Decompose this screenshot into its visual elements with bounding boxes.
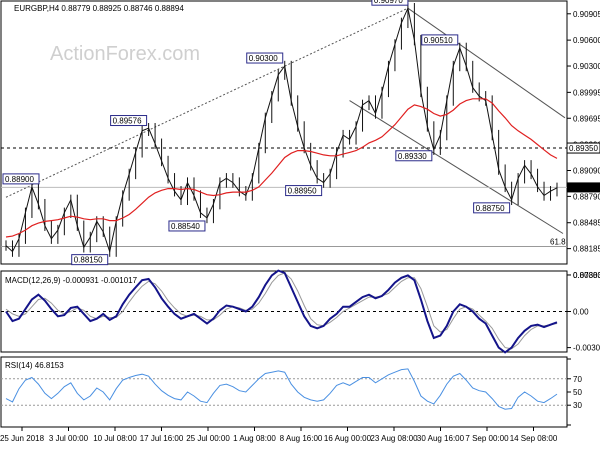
rsi-y-axis: 70 50 30: [567, 358, 582, 426]
price-label-text: 0.88150: [74, 256, 103, 265]
x-tick-label: 25 Jul 00:00: [186, 434, 230, 443]
x-tick-label: 17 Jul 16:00: [140, 434, 184, 443]
x-tick-label: 25 Jun 2018: [0, 434, 45, 443]
rsi-panel: [0, 356, 568, 428]
price-label-box: [395, 150, 433, 162]
x-tick-label: 23 Aug 08:00: [370, 434, 418, 443]
price-label-text: 0.89330: [398, 152, 427, 161]
price-label-text: 0.89576: [113, 117, 142, 126]
price-y-tick-label: 0.88185: [573, 245, 600, 254]
rsi-y-tick-label: 30: [573, 401, 582, 410]
price-y-tick-label: 0.87880: [573, 271, 600, 280]
x-tick-label: 16 Aug 00:00: [324, 434, 372, 443]
price-label-box: [2, 173, 40, 185]
rsi-panel-title: RSI(14) 46.8153: [5, 361, 64, 370]
price-series-line: [5, 6, 558, 254]
price-marks: 61.8 0.88900 0.88150 0.89576 0.88540 0.90300 0…: [1, 0, 567, 266]
macd-y-tick-label: 0.00: [573, 308, 589, 317]
rsi-line: [5, 368, 558, 410]
price-y-tick-label: 0.90905: [573, 10, 600, 19]
price-y-axis: 0.90905 0.90600 0.90300 0.89995 0.89695 0.893…: [566, 10, 600, 280]
price-label-box: [473, 202, 511, 214]
price-label-text: 0.88750: [476, 204, 505, 213]
macd-line: [5, 269, 558, 354]
x-tick-label: 7 Sep 00:00: [465, 434, 509, 443]
downtrend-upper-line: [407, 7, 566, 119]
current-price-label: 0.88894: [569, 183, 598, 192]
price-y-tick-label: 0.89995: [573, 88, 600, 97]
macd-y-tick-label: 0.003034: [573, 271, 600, 280]
price-label-box: [110, 115, 148, 127]
macd-y-axis: 0.003034 0.00 -0.003001: [567, 271, 600, 353]
price-label-box: [371, 0, 409, 6]
price-label-box: [246, 52, 284, 64]
price-y-tick-label: 0.90300: [573, 62, 600, 71]
price-label-text: 0.90300: [249, 54, 278, 63]
x-tick-label: 14 Sep 08:00: [510, 434, 558, 443]
downtrend-lower-line: [349, 100, 564, 234]
ema-series-line: [5, 98, 558, 238]
price-panel-title: EURGBP,H4 0.88779 0.88925 0.88746 0.8889…: [14, 4, 184, 13]
x-tick-label: 3 Jul 00:00: [49, 434, 89, 443]
macd-y-tick-label: -0.003001: [573, 344, 600, 353]
price-label-text: 0.88950: [288, 187, 317, 196]
price-panel: [0, 0, 568, 265]
price-y-tick-label: 0.88485: [573, 219, 600, 228]
fib-label: 61.8: [550, 237, 566, 246]
price-y-tick-label: 0.88790: [573, 192, 600, 201]
x-tick-label: 1 Aug 08:00: [233, 434, 276, 443]
rsi-marks: [1, 368, 567, 410]
price-label-text: 0.90510: [424, 36, 453, 45]
price-y-tick-label: 0.89695: [573, 114, 600, 123]
price-label-box: [285, 185, 323, 197]
price-label-box: [421, 34, 459, 46]
price-label-text: 0.88540: [171, 222, 200, 231]
price-y-tick-label: 0.90600: [573, 36, 600, 45]
rsi-y-tick-label: 70: [573, 375, 582, 384]
current-price-box: [567, 182, 600, 193]
watermark: ActionForex.com: [50, 43, 200, 65]
rsi-y-tick-label: 50: [573, 388, 582, 397]
level-price-label: 0.89350: [569, 144, 598, 153]
price-label-box: [168, 220, 206, 232]
x-axis: 25 Jun 2018 3 Jul 00:00 10 Jul 08:00 17 Jul…: [0, 427, 558, 443]
price-label-text: 0.88900: [5, 175, 34, 184]
x-tick-label: 8 Aug 16:00: [280, 434, 323, 443]
x-tick-label: 10 Jul 08:00: [93, 434, 137, 443]
price-y-tick-label: 0.89090: [573, 166, 600, 175]
price-label-box: [71, 254, 109, 266]
price-label-text: 0.90970: [374, 0, 403, 5]
macd-panel-title: MACD(12,26,9) -0.000931 -0.001017: [5, 276, 138, 285]
macd-marks: [1, 269, 567, 354]
x-tick-label: 30 Aug 16:00: [417, 434, 465, 443]
